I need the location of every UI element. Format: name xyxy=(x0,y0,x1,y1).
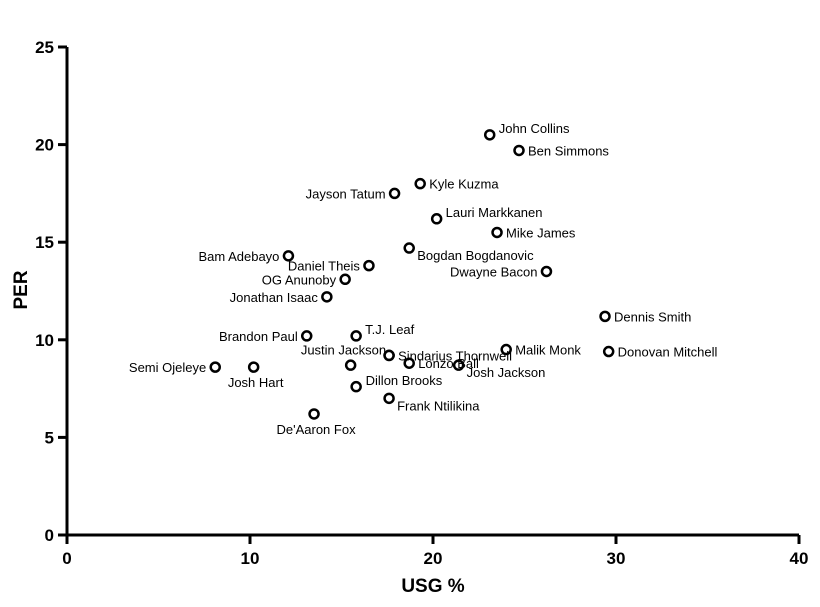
point-label: T.J. Leaf xyxy=(365,322,415,337)
x-tick-label: 30 xyxy=(607,549,626,568)
y-tick-label: 20 xyxy=(35,136,54,155)
point-label: Donovan Mitchell xyxy=(618,345,718,360)
point-label: Justin Jackson xyxy=(301,342,386,357)
y-axis-title: PER xyxy=(11,270,32,309)
point-label: Kyle Kuzma xyxy=(429,177,499,192)
y-tick-label: 25 xyxy=(35,38,54,57)
data-point xyxy=(344,359,357,371)
x-tick-label: 10 xyxy=(241,549,260,568)
data-point xyxy=(602,345,615,358)
data-point xyxy=(383,349,395,362)
axes: 0 10 20 30 40 0 5 10 15 20 25 xyxy=(35,38,808,568)
point-label: Bogdan Bogdanovic xyxy=(417,248,534,263)
point-labels: John Collins Ben Simmons Kyle Kuzma Jayson … xyxy=(129,121,718,437)
x-tick-label: 0 xyxy=(62,549,71,568)
point-label: Daniel Theis xyxy=(288,259,361,274)
point-label: John Collins xyxy=(499,121,570,136)
data-point xyxy=(491,226,503,239)
point-label: OG Anunoby xyxy=(262,272,337,287)
data-point xyxy=(500,343,512,356)
data-point xyxy=(350,380,362,393)
x-axis-title: USG % xyxy=(401,576,464,597)
point-label: Ben Simmons xyxy=(528,143,609,158)
data-point xyxy=(403,357,415,369)
data-point xyxy=(350,330,362,342)
point-label: Jonathan Isaac xyxy=(230,290,319,305)
point-label: Lonzo Ball xyxy=(418,356,479,371)
point-label: Josh Hart xyxy=(228,375,284,390)
y-tick-label: 10 xyxy=(35,331,54,350)
data-point xyxy=(452,359,465,371)
data-point xyxy=(282,250,295,262)
point-label: Semi Ojeleye xyxy=(129,360,206,375)
data-point xyxy=(300,330,313,342)
point-label: De'Aaron Fox xyxy=(277,422,357,437)
data-point xyxy=(247,361,260,373)
point-label: Malik Monk xyxy=(515,343,581,358)
data-point xyxy=(414,177,426,190)
data-point xyxy=(339,273,351,286)
point-label: Dennis Smith xyxy=(614,309,691,324)
x-tick-label: 40 xyxy=(790,549,809,568)
point-label: Bam Adebayo xyxy=(198,249,279,264)
data-point xyxy=(599,310,611,323)
point-label: Brandon Paul xyxy=(219,329,298,344)
point-label: Jayson Tatum xyxy=(306,186,386,201)
y-tick-label: 5 xyxy=(45,428,54,447)
data-point xyxy=(513,144,525,157)
point-label: Josh Jackson xyxy=(467,365,546,380)
point-label: Dillon Brooks xyxy=(366,373,443,388)
point-label: Lauri Markkanen xyxy=(446,205,543,220)
y-tick-label: 15 xyxy=(35,233,54,252)
data-point xyxy=(383,392,395,405)
x-tick-label: 20 xyxy=(424,549,443,568)
y-tick-label: 0 xyxy=(45,526,54,545)
data-point xyxy=(209,361,221,373)
point-label: Mike James xyxy=(506,225,576,240)
data-points xyxy=(209,129,615,420)
data-point xyxy=(308,408,320,420)
data-point xyxy=(388,187,401,200)
point-label: Frank Ntilikina xyxy=(397,398,480,413)
data-point xyxy=(430,213,443,225)
data-point xyxy=(321,291,333,303)
data-point xyxy=(363,259,375,272)
point-label: Sindarius Thornwell xyxy=(398,348,512,363)
point-label: Dwayne Bacon xyxy=(450,264,537,279)
data-point xyxy=(483,129,496,141)
data-point xyxy=(403,242,415,254)
data-point xyxy=(540,265,553,278)
